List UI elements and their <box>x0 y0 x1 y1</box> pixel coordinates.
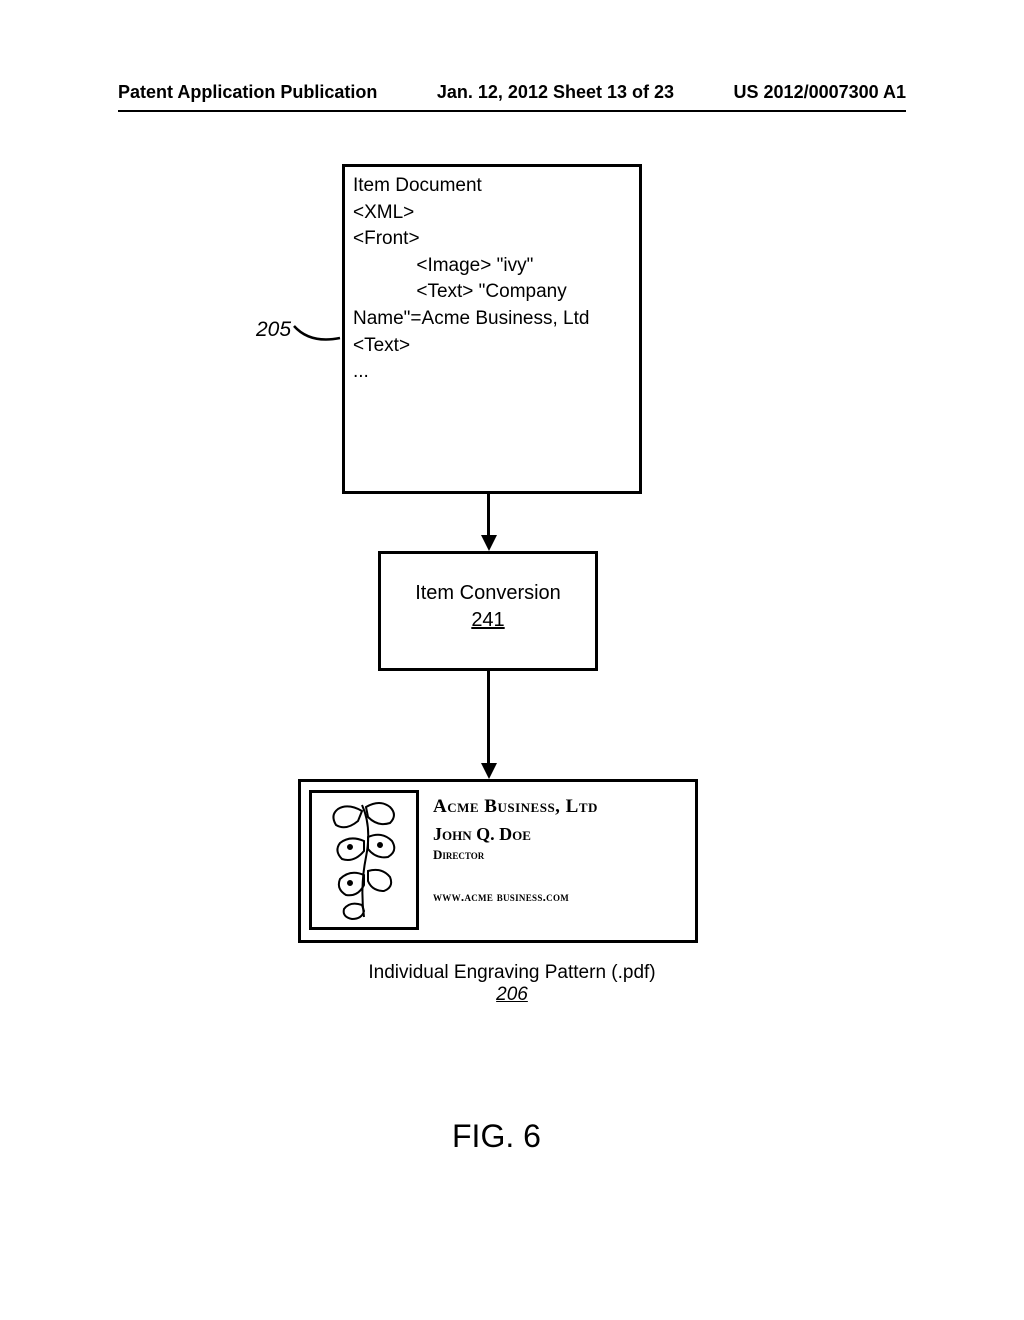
xml-line: <Image> "ivy" <box>353 253 631 280</box>
header-center: Jan. 12, 2012 Sheet 13 of 23 <box>437 82 674 103</box>
conversion-box: Item Conversion 241 <box>378 551 598 671</box>
header-rule <box>118 110 906 112</box>
arrow-2-line <box>487 671 490 763</box>
xml-line: <Text> "Company <box>353 279 631 306</box>
header-left: Patent Application Publication <box>118 82 377 103</box>
engraving-caption: Individual Engraving Pattern (.pdf) 206 <box>362 962 662 1006</box>
business-card-box: Acme Business, Ltd John Q. Doe Director … <box>298 779 698 943</box>
card-url: www.acme business.com <box>433 889 598 905</box>
ivy-icon <box>316 797 412 923</box>
caption-number: 206 <box>362 984 662 1006</box>
card-company: Acme Business, Ltd <box>433 796 598 818</box>
card-person-title: Director <box>433 847 598 863</box>
xml-line: <Front> <box>353 226 631 253</box>
ref-label-205: 205 <box>256 318 291 342</box>
header-right: US 2012/0007300 A1 <box>734 82 906 103</box>
conversion-label: Item Conversion <box>415 582 561 604</box>
xml-line: ... <box>353 359 631 386</box>
arrow-1-head <box>481 535 497 551</box>
xml-line: <Text> <box>353 333 631 360</box>
card-text-block: Acme Business, Ltd John Q. Doe Director … <box>427 782 604 940</box>
arrow-2-head <box>481 763 497 779</box>
xml-line: <XML> <box>353 200 631 227</box>
figure-label: FIG. 6 <box>452 1118 541 1155</box>
xml-line: Name"=Acme Business, Ltd <box>353 306 631 333</box>
arrow-1-line <box>487 494 490 535</box>
caption-text: Individual Engraving Pattern (.pdf) <box>368 962 655 983</box>
conversion-number: 241 <box>381 609 595 632</box>
card-person-name: John Q. Doe <box>433 824 598 845</box>
xml-line: Item Document <box>353 173 631 200</box>
ref-leader-205 <box>292 320 344 348</box>
ivy-image-frame <box>309 790 419 930</box>
xml-document-box: Item Document <XML> <Front> <Image> "ivy… <box>342 164 642 494</box>
page-header: Patent Application Publication Jan. 12, … <box>0 82 1024 103</box>
